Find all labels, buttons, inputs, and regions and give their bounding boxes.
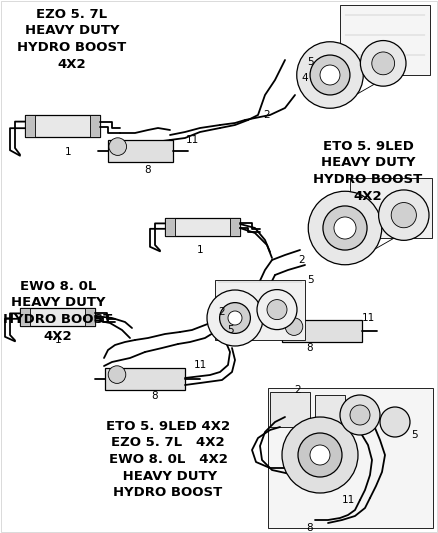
Text: 2: 2 [295,385,301,395]
Bar [270,392,310,427]
Text: EZO 5. 7L
HEAVY DUTY
HYDRO BOOST
4X2: EZO 5. 7L HEAVY DUTY HYDRO BOOST 4X2 [18,8,127,70]
Bar [165,218,240,236]
Bar [20,308,95,326]
Bar [85,308,95,326]
Text: 1: 1 [197,245,203,255]
Bar [230,218,240,236]
Circle shape [310,55,350,95]
Text: 11: 11 [361,313,374,323]
Text: 8: 8 [307,523,313,533]
Text: 2: 2 [264,110,270,120]
Circle shape [360,41,406,86]
Text: 8: 8 [152,391,158,401]
Text: 11: 11 [193,360,207,370]
Text: 5: 5 [227,325,233,335]
Text: ETO 5. 9LED
HEAVY DUTY
HYDRO BOOST
4X2: ETO 5. 9LED HEAVY DUTY HYDRO BOOST 4X2 [313,140,423,203]
Bar [105,368,185,390]
Circle shape [308,191,382,265]
Circle shape [340,395,380,435]
Circle shape [323,206,367,250]
Circle shape [228,311,242,325]
Circle shape [391,203,417,228]
Text: 11: 11 [185,135,198,145]
Text: 2: 2 [299,255,305,265]
Circle shape [320,65,340,85]
Bar [25,115,100,137]
Bar [340,5,430,75]
Bar [25,115,35,137]
Circle shape [257,289,297,329]
Bar [350,178,432,238]
Text: 11: 11 [341,495,355,505]
Text: ETO 5. 9LED 4X2
EZO 5. 7L   4X2
EWO 8. 0L   4X2
 HEAVY DUTY
HYDRO BOOST: ETO 5. 9LED 4X2 EZO 5. 7L 4X2 EWO 8. 0L … [106,420,230,499]
Text: 1: 1 [65,147,71,157]
Text: 8: 8 [307,343,313,353]
Bar [108,140,173,162]
Text: 1: 1 [55,335,61,345]
Text: 8: 8 [145,165,151,175]
Text: 4: 4 [302,73,308,83]
Circle shape [109,138,127,156]
Text: 2: 2 [219,307,225,317]
Circle shape [350,405,370,425]
Bar [315,395,345,423]
Text: 5: 5 [412,430,418,440]
Bar [282,320,362,342]
Circle shape [219,303,251,334]
Circle shape [380,407,410,437]
Circle shape [282,417,358,493]
Circle shape [372,52,395,75]
Text: 5: 5 [307,57,313,67]
Text: 5: 5 [307,275,313,285]
Circle shape [108,366,126,383]
Text: EWO 8. 0L
HEAVY DUTY
HYDRO BOOST
4X2: EWO 8. 0L HEAVY DUTY HYDRO BOOST 4X2 [4,280,113,343]
Bar [165,218,175,236]
Circle shape [267,300,287,320]
Bar [215,280,305,340]
Circle shape [378,190,429,240]
Circle shape [310,445,330,465]
Bar [20,308,30,326]
Bar [268,388,433,528]
Circle shape [207,290,263,346]
Circle shape [298,433,342,477]
Circle shape [297,42,363,108]
Circle shape [334,217,356,239]
Circle shape [285,318,303,335]
Bar [90,115,100,137]
